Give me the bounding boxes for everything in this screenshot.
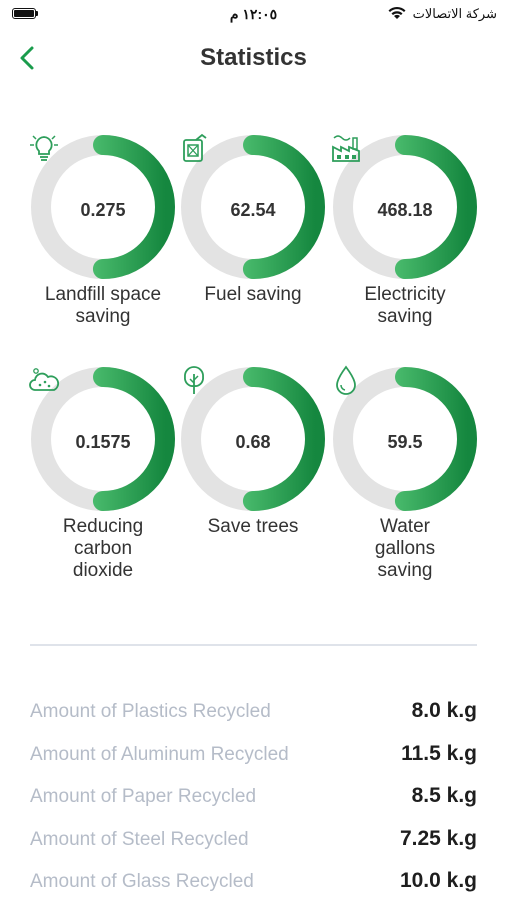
battery-icon: [12, 8, 36, 19]
stat-value: 0.1575: [75, 432, 131, 452]
recycled-value: 11.5 k.g: [401, 741, 477, 765]
ring-progress: [181, 135, 325, 279]
stat-label: Save trees: [207, 516, 299, 537]
stat-label: Landfill space saving: [44, 284, 162, 327]
chevron-left-icon[interactable]: [14, 44, 42, 72]
cloud-icon: [29, 368, 60, 391]
recycled-label: Amount of Plastics Recycled: [30, 701, 271, 722]
recycled-label: Amount of Steel Recycled: [30, 828, 249, 850]
factory-icon: [332, 135, 360, 162]
lightbulb-icon: [30, 135, 58, 161]
stat-value: 468.18: [377, 200, 433, 220]
fuel-can-icon: [183, 133, 207, 162]
progress-ring: 59.5: [330, 364, 480, 514]
status-bar: ١٢:٠٥ م شركة الاتصالات: [0, 0, 507, 30]
divider: [30, 644, 477, 646]
recycled-label: Amount of Paper Recycled: [30, 786, 257, 807]
recycled-row: Amount of Plastics Recycled 8.0 k.g: [30, 697, 477, 727]
water-drop-icon: [336, 365, 356, 395]
stat-value: 59.5: [387, 432, 423, 452]
stat-card: 468.18 Electricity saving: [330, 132, 480, 328]
stat-label: Fuel saving: [204, 284, 302, 305]
ring-progress: [31, 367, 175, 511]
stat-card: 59.5 Water gallons saving: [330, 364, 480, 582]
carrier-name: شركة الاتصالات: [412, 6, 497, 21]
progress-ring: 0.68: [178, 364, 328, 514]
recycled-value: 8.0 k.g: [411, 699, 477, 722]
progress-ring: 62.54: [178, 132, 328, 282]
status-time: ١٢:٠٥ م: [229, 6, 278, 22]
recycled-label: Amount of Aluminum Recycled: [30, 743, 289, 765]
ring-progress: [181, 367, 325, 511]
stat-label: Electricity saving: [364, 284, 446, 327]
progress-ring: 0.1575: [28, 364, 178, 514]
recycled-value: 8.5 k.g: [411, 784, 477, 807]
stat-label: Water gallons saving: [374, 516, 436, 581]
stat-label: Reducing carbon dioxide: [62, 516, 144, 581]
progress-ring: 0.275: [28, 132, 178, 282]
ring-progress: [31, 135, 175, 279]
stat-card: 0.1575 Reducing carbon dioxide: [28, 364, 178, 582]
stat-card: 62.54 Fuel saving: [178, 132, 328, 306]
recycled-value: 7.25 k.g: [399, 826, 477, 850]
stat-value: 62.54: [230, 200, 276, 220]
progress-ring: 468.18: [330, 132, 480, 282]
stat-card: 0.275 Landfill space saving: [28, 132, 178, 328]
ring-progress: [333, 367, 477, 511]
tree-icon: [184, 366, 204, 394]
stat-value: 0.275: [80, 200, 126, 220]
recycled-row: Amount of Steel Recycled 7.25 k.g: [30, 825, 477, 855]
ring-progress: [333, 135, 477, 279]
battery-tip: [36, 11, 38, 16]
recycled-label: Amount of Glass Recycled: [30, 871, 254, 892]
stat-value: 0.68: [235, 432, 271, 452]
recycled-value: 10.0 k.g: [399, 869, 477, 892]
stat-card: 0.68 Save trees: [178, 364, 328, 538]
page-title: Statistics: [200, 44, 307, 71]
recycled-row: Amount of Aluminum Recycled 11.5 k.g: [30, 740, 477, 770]
recycled-row: Amount of Paper Recycled 8.5 k.g: [30, 782, 477, 812]
wifi-icon: [388, 6, 406, 19]
recycled-row: Amount of Glass Recycled 10.0 k.g: [30, 867, 477, 897]
nav-bar: Statistics: [0, 36, 507, 82]
